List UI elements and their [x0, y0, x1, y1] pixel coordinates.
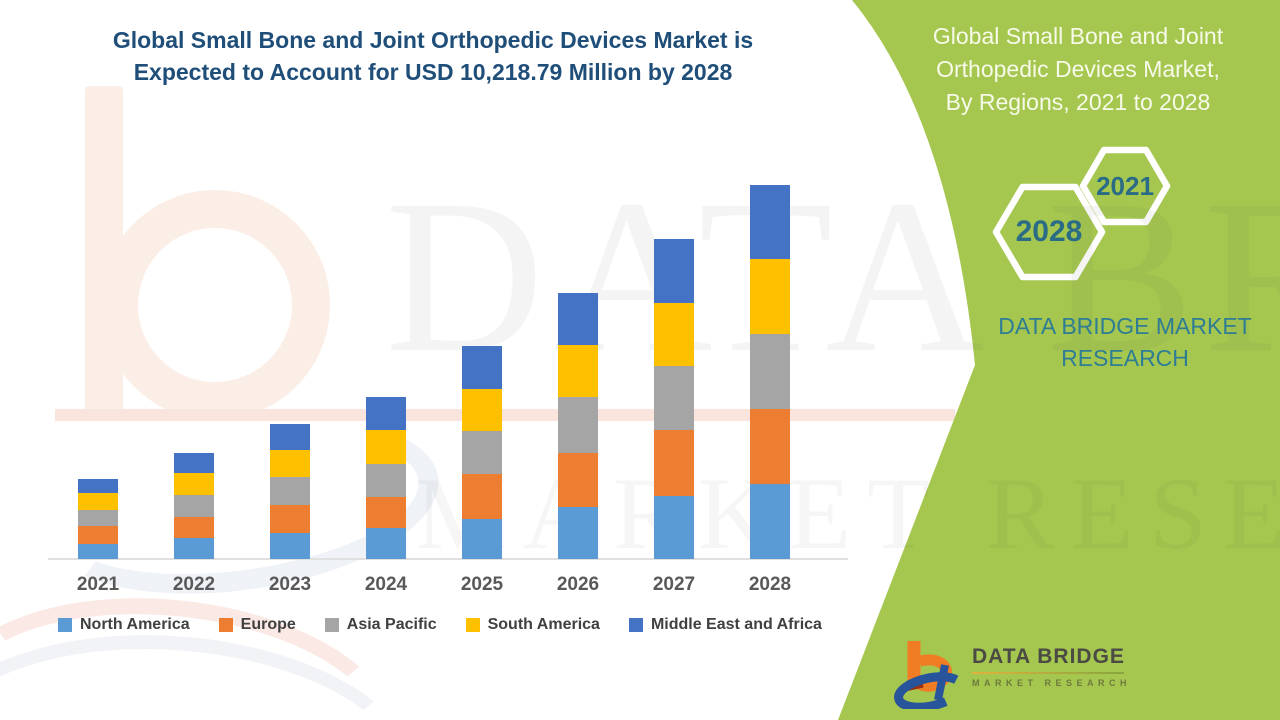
bar-segment-2025-middle-east-and-africa: [462, 346, 502, 389]
side-panel-title: Global Small Bone and Joint Orthopedic D…: [895, 20, 1261, 119]
bar-segment-2024-europe: [366, 497, 406, 528]
x-axis-label-2021: 2021: [76, 574, 120, 595]
bar-segment-2022-middle-east-and-africa: [174, 453, 214, 473]
bar-segment-2025-asia-pacific: [462, 431, 502, 474]
logo-title: DATA BRIDGE: [972, 645, 1125, 668]
side-panel-title-line3: By Regions, 2021 to 2028: [945, 89, 1211, 115]
legend-swatch-asia-pacific: [324, 618, 339, 632]
legend-item-south-america: South America: [465, 616, 600, 634]
page-title: Global Small Bone and Joint Orthopedic D…: [63, 24, 803, 88]
bar-segment-2024-middle-east-and-africa: [366, 397, 406, 430]
bar-segment-2021-north-america: [78, 544, 118, 559]
chart-legend: North America Europe Asia Pacific South Ame…: [58, 616, 822, 634]
hexagon-year-2021: 2021: [1096, 171, 1154, 201]
x-axis-label-2023: 2023: [268, 574, 312, 595]
bar-segment-2023-north-america: [270, 533, 310, 559]
legend-item-middle-east-and-africa: Middle East and Africa: [628, 616, 822, 634]
bar-segment-2022-asia-pacific: [174, 495, 214, 517]
bar-segment-2027-asia-pacific: [654, 366, 694, 430]
hexagon-2028-outline: [992, 183, 1106, 281]
bar-segment-2021-europe: [78, 526, 118, 544]
bar-segment-2026-middle-east-and-africa: [558, 293, 598, 345]
logo-subtitle: MARKET RESEARCH: [972, 678, 1132, 688]
bar-segment-2022-south-america: [174, 473, 214, 495]
bar-segment-2021-middle-east-and-africa: [78, 479, 118, 493]
bar-segment-2025-europe: [462, 474, 502, 519]
legend-swatch-europe: [218, 618, 233, 632]
hexagon-year-2028: 2028: [1015, 215, 1083, 248]
bar-segment-2025-south-america: [462, 389, 502, 431]
x-axis-label-2025: 2025: [460, 574, 504, 595]
side-panel-title-line1: Global Small Bone and Joint: [932, 23, 1224, 49]
databridge-logo-icon: [894, 641, 966, 709]
bar-segment-2026-europe: [558, 453, 598, 507]
bar-segment-2028-north-america: [750, 484, 790, 559]
bar-segment-2028-south-america: [750, 259, 790, 334]
bar-segment-2028-asia-pacific: [750, 334, 790, 409]
legend-swatch-south-america: [465, 618, 480, 632]
legend-label-europe: Europe: [240, 616, 296, 633]
x-axis-label-2028: 2028: [748, 574, 792, 595]
bar-segment-2021-asia-pacific: [78, 510, 118, 526]
bar-segment-2027-europe: [654, 430, 694, 496]
brand-name: DATA BRIDGE MARKET RESEARCH: [970, 310, 1280, 374]
legend-label-asia-pacific: Asia Pacific: [346, 616, 437, 633]
bar-segment-2023-europe: [270, 505, 310, 533]
page-title-line1: Global Small Bone and Joint Orthopedic D…: [112, 27, 754, 53]
bar-segment-2022-europe: [174, 517, 214, 538]
bar-segment-2026-north-america: [558, 507, 598, 559]
brand-name-line1: DATA BRIDGE MARKET: [998, 313, 1252, 339]
bar-segment-2025-north-america: [462, 519, 502, 559]
legend-label-middle-east-and-africa: Middle East and Africa: [650, 616, 822, 633]
bar-segment-2027-north-america: [654, 496, 694, 559]
legend-swatch-north-america: [58, 618, 72, 632]
bar-segment-2027-south-america: [654, 303, 694, 366]
bar-segment-2022-north-america: [174, 538, 214, 559]
logo-underline: [972, 672, 1124, 674]
watermark-swoosh-band: [55, 409, 955, 421]
x-axis-label-2027: 2027: [652, 574, 696, 595]
bar-segment-2024-south-america: [366, 430, 406, 464]
bar-segment-2028-middle-east-and-africa: [750, 185, 790, 259]
legend-label-north-america: North America: [80, 616, 190, 633]
databridge-logo-text: DATA BRIDGE MARKET RESEARCH: [972, 645, 1131, 688]
legend-item-europe: Europe: [218, 616, 296, 634]
bar-segment-2028-europe: [750, 409, 790, 484]
hexagon-2021-outline: [1079, 146, 1171, 226]
x-axis-label-2022: 2022: [172, 574, 216, 595]
x-axis-line: [48, 558, 848, 560]
legend-label-south-america: South America: [487, 616, 600, 633]
brand-name-line2: RESEARCH: [1061, 345, 1189, 371]
x-axis-label-2024: 2024: [364, 574, 408, 595]
bar-segment-2027-middle-east-and-africa: [654, 239, 694, 303]
bar-segment-2024-north-america: [366, 528, 406, 559]
legend-swatch-middle-east-and-africa: [628, 618, 643, 632]
bar-segment-2023-south-america: [270, 450, 310, 477]
legend-item-north-america: North America: [58, 616, 190, 634]
green-panel: [838, 0, 1280, 720]
bar-segment-2023-asia-pacific: [270, 477, 310, 505]
side-panel-title-line2: Orthopedic Devices Market,: [936, 56, 1220, 82]
x-axis-label-2026: 2026: [556, 574, 600, 595]
page-title-line2: Expected to Account for USD 10,218.79 Mi…: [133, 59, 733, 85]
bar-segment-2023-middle-east-and-africa: [270, 424, 310, 450]
bar-segment-2026-south-america: [558, 345, 598, 397]
bar-segment-2021-south-america: [78, 493, 118, 510]
bar-segment-2024-asia-pacific: [366, 464, 406, 497]
bar-segment-2026-asia-pacific: [558, 397, 598, 453]
legend-item-asia-pacific: Asia Pacific: [324, 616, 437, 634]
